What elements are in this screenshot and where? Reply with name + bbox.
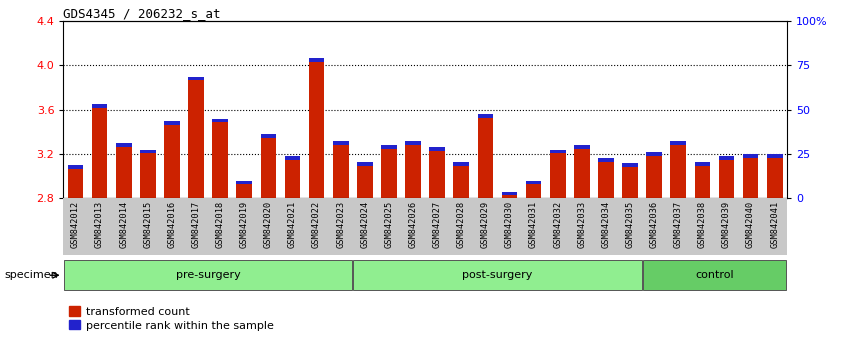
Bar (477, 114, 493, 118)
Bar (332, 141, 349, 145)
Bar (91, 104, 107, 198)
Bar (357, 162, 373, 198)
Bar (766, 154, 783, 158)
Bar (188, 76, 204, 198)
Text: GSM842020: GSM842020 (264, 201, 273, 248)
Bar (354, 260, 641, 290)
Text: GSM842021: GSM842021 (288, 201, 297, 248)
Text: GSM842039: GSM842039 (722, 201, 731, 248)
Bar (695, 162, 711, 198)
Bar (284, 156, 300, 160)
Bar (670, 141, 686, 198)
Text: GDS4345 / 206232_s_at: GDS4345 / 206232_s_at (63, 7, 221, 20)
Bar (622, 163, 638, 198)
Bar (574, 145, 590, 198)
Text: GSM842037: GSM842037 (673, 201, 683, 248)
Bar (405, 141, 421, 198)
Bar (261, 134, 277, 198)
Bar (718, 156, 734, 198)
Bar (164, 121, 180, 198)
Text: GSM842036: GSM842036 (650, 201, 659, 248)
Text: GSM842029: GSM842029 (481, 201, 490, 248)
Text: GSM842017: GSM842017 (191, 201, 201, 248)
Bar (643, 260, 786, 290)
Bar (477, 114, 493, 198)
Bar (743, 154, 759, 198)
Bar (429, 147, 445, 198)
Bar (405, 141, 421, 145)
Text: GSM842040: GSM842040 (746, 201, 755, 248)
Bar (695, 162, 711, 166)
Bar (525, 181, 541, 184)
Bar (453, 162, 470, 166)
Bar (188, 76, 204, 80)
Text: GSM842013: GSM842013 (95, 201, 104, 248)
Bar (212, 119, 228, 198)
Text: GSM842028: GSM842028 (457, 201, 466, 248)
Bar (116, 143, 132, 198)
Text: pre-surgery: pre-surgery (176, 270, 240, 280)
Text: GSM842038: GSM842038 (698, 201, 707, 248)
Text: GSM842027: GSM842027 (432, 201, 442, 248)
Text: GSM842018: GSM842018 (216, 201, 225, 248)
Bar (236, 181, 252, 198)
Bar (502, 192, 518, 198)
Bar (309, 58, 325, 198)
Bar (236, 181, 252, 184)
Bar (381, 145, 397, 149)
Text: GSM842022: GSM842022 (312, 201, 321, 248)
Text: post-surgery: post-surgery (462, 270, 533, 280)
Text: GSM842012: GSM842012 (71, 201, 80, 248)
Bar (429, 147, 445, 151)
Bar (598, 159, 614, 198)
Bar (284, 156, 300, 198)
Bar (622, 163, 638, 167)
Bar (212, 119, 228, 122)
Bar (598, 159, 614, 162)
Text: GSM842016: GSM842016 (168, 201, 177, 248)
Bar (453, 162, 470, 198)
Bar (502, 192, 518, 195)
Text: GSM842030: GSM842030 (505, 201, 514, 248)
Text: GSM842026: GSM842026 (409, 201, 418, 248)
Bar (91, 104, 107, 108)
Text: GSM842033: GSM842033 (577, 201, 586, 248)
Bar (309, 58, 325, 62)
Text: GSM842019: GSM842019 (239, 201, 249, 248)
Bar (64, 260, 352, 290)
Bar (332, 141, 349, 198)
Bar (646, 152, 662, 198)
Bar (140, 149, 156, 198)
Bar (525, 181, 541, 198)
Bar (116, 143, 132, 147)
Bar (718, 156, 734, 160)
Legend: transformed count, percentile rank within the sample: transformed count, percentile rank withi… (69, 307, 273, 331)
Text: specimen: specimen (4, 270, 58, 280)
Text: GSM842041: GSM842041 (770, 201, 779, 248)
Bar (357, 162, 373, 166)
Bar (68, 165, 84, 198)
Text: GSM842032: GSM842032 (553, 201, 563, 248)
Bar (550, 149, 566, 154)
Text: GSM842035: GSM842035 (625, 201, 634, 248)
Bar (743, 154, 759, 158)
Bar (574, 145, 590, 149)
Bar (766, 154, 783, 198)
Bar (646, 152, 662, 156)
Bar (261, 134, 277, 138)
Bar (68, 165, 84, 169)
Text: GSM842024: GSM842024 (360, 201, 370, 248)
Bar (164, 121, 180, 125)
Text: GSM842014: GSM842014 (119, 201, 129, 248)
Bar (670, 141, 686, 145)
Text: control: control (695, 270, 733, 280)
Text: GSM842015: GSM842015 (143, 201, 152, 248)
Text: GSM842031: GSM842031 (529, 201, 538, 248)
Text: GSM842034: GSM842034 (602, 201, 611, 248)
Bar (140, 149, 156, 154)
Bar (381, 145, 397, 198)
Bar (550, 149, 566, 198)
Text: GSM842023: GSM842023 (336, 201, 345, 248)
Text: GSM842025: GSM842025 (384, 201, 393, 248)
